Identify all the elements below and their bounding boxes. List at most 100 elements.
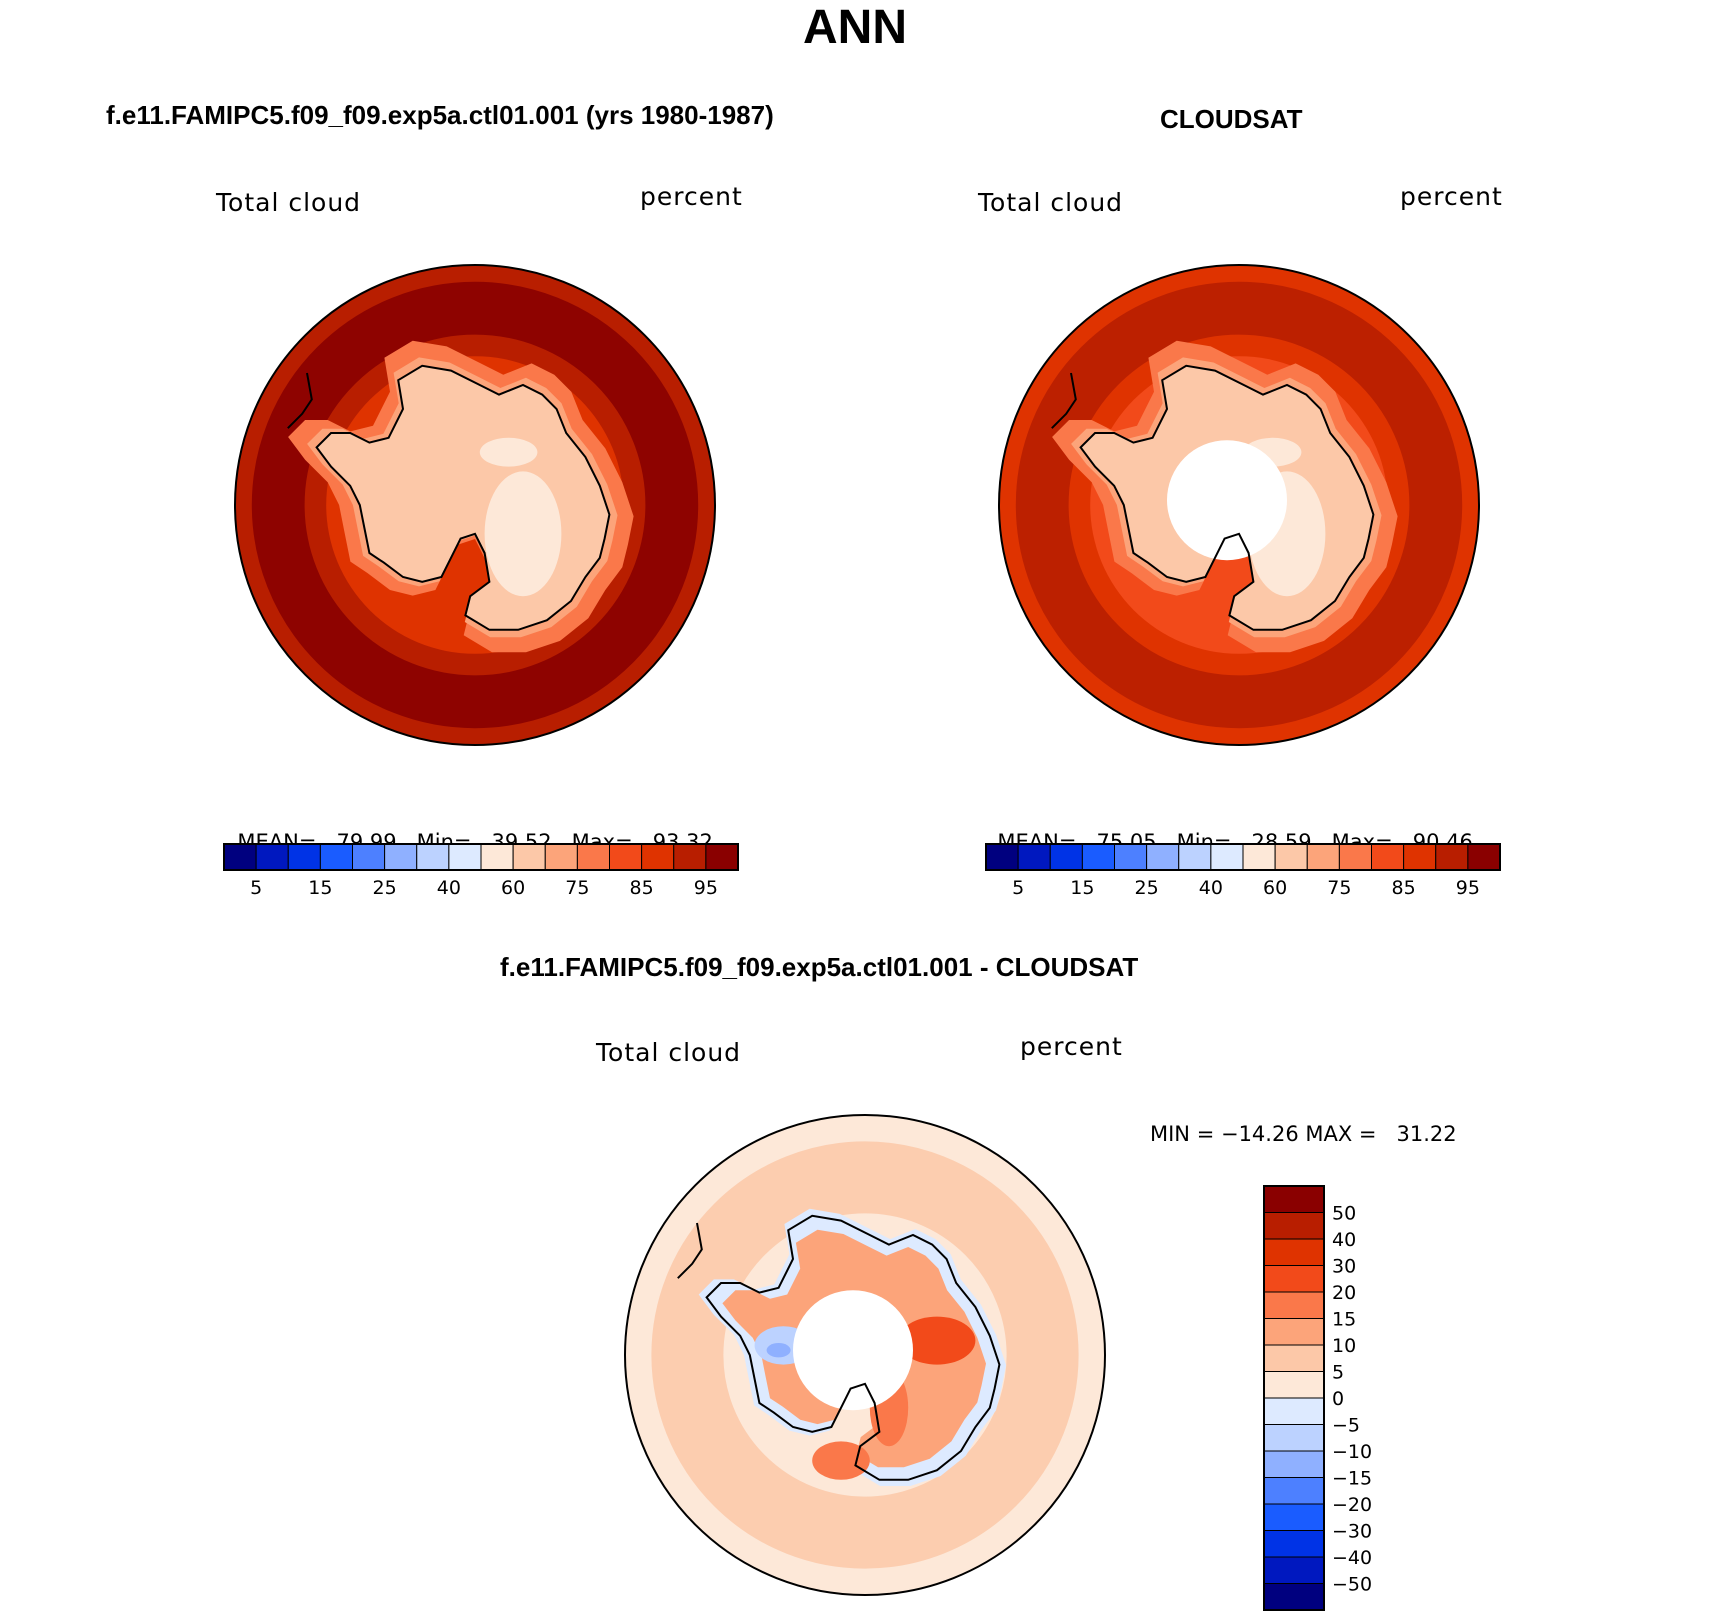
- colorbar-swatch: [1263, 1477, 1325, 1505]
- colorbar-tick-label: 40: [437, 877, 461, 899]
- colorbar-tick-label: 75: [565, 877, 589, 899]
- colorbar-swatch: [1114, 843, 1148, 871]
- missing-data-pole: [1167, 440, 1287, 561]
- colorbar-swatch: [1263, 1583, 1325, 1611]
- map-field: [235, 265, 715, 745]
- map-field: [625, 1115, 1105, 1595]
- storm-track-band: [251, 281, 699, 729]
- colorbar-swatch: [576, 843, 610, 871]
- map-diff: [624, 1114, 1106, 1596]
- colorbar-swatch: [1403, 843, 1437, 871]
- colorbar-tick-label: 0: [1332, 1388, 1344, 1410]
- colorbar-tick-label: −40: [1332, 1547, 1372, 1569]
- colorbar-swatch: [448, 843, 482, 871]
- panel-diff-header: f.e11.FAMIPC5.f09_f09.exp5a.ctl01.001 - …: [500, 952, 1139, 982]
- colorbar-swatch: [1017, 843, 1051, 871]
- colorbar-tick-label: 5: [1012, 877, 1024, 899]
- colorbar-swatch: [1081, 843, 1115, 871]
- colorbar-swatch: [255, 843, 289, 871]
- colorbar-swatch: [1263, 1265, 1325, 1293]
- colorbar-swatch: [1263, 1344, 1325, 1372]
- colorbar-frame: [985, 843, 1501, 871]
- panel-diff-units: percent: [1020, 1032, 1123, 1061]
- map-boundary: [998, 264, 1480, 746]
- colorbar-tick-label: 50: [1332, 1203, 1356, 1225]
- colorbar-tick-label: 95: [694, 877, 718, 899]
- map-obs: [998, 264, 1480, 746]
- colorbar-tick-label: 40: [1199, 877, 1223, 899]
- panel-obs-units: percent: [1400, 182, 1503, 211]
- colorbar-tick-label: −50: [1332, 1574, 1372, 1596]
- colorbar-swatch: [1263, 1450, 1325, 1478]
- coastline: [705, 1214, 1001, 1481]
- colorbar-tick-label: 25: [373, 877, 397, 899]
- coastline: [315, 364, 611, 631]
- colorbar-swatch: [1178, 843, 1212, 871]
- colorbar-swatch: [1435, 843, 1469, 871]
- colorbar-swatch: [1306, 843, 1340, 871]
- low-cloud-region: [484, 471, 562, 597]
- colorbar-tick-label: 5: [250, 877, 262, 899]
- colorbar-tick-label: −30: [1332, 1521, 1372, 1543]
- colorbar-swatch: [1263, 1371, 1325, 1399]
- low-cloud-region: [479, 437, 538, 467]
- colorbar-swatch: [480, 843, 514, 871]
- colorbar-swatch: [641, 843, 675, 871]
- missing-data-pole: [793, 1290, 913, 1411]
- colorbar-tick-label: 60: [1263, 877, 1287, 899]
- colorbar-tick-label: 95: [1456, 877, 1480, 899]
- colorbar-swatch: [705, 843, 739, 871]
- colorbar-tick-label: 15: [1332, 1309, 1356, 1331]
- diff-positive-anomaly: [898, 1316, 976, 1365]
- colorbar-tick-label: 60: [501, 877, 525, 899]
- colorbar-swatch: [1263, 1291, 1325, 1319]
- colorbar-tick-label: 10: [1332, 1335, 1356, 1357]
- panel-diff-stats: MIN = −14.26 MAX = 31.22: [1150, 1122, 1457, 1146]
- colorbar-tick-label: −20: [1332, 1494, 1372, 1516]
- colorbar-tick-label: −10: [1332, 1441, 1372, 1463]
- colorbar-tick-label: 75: [1327, 877, 1351, 899]
- colorbar-swatch: [1263, 1397, 1325, 1425]
- coastline: [1079, 364, 1375, 631]
- colorbar-frame: [223, 843, 739, 871]
- colorbar-tick-label: 25: [1135, 877, 1159, 899]
- colorbar-swatch: [1263, 1556, 1325, 1584]
- diff-negative-anomaly: [766, 1343, 791, 1358]
- panel-model-variable: Total cloud: [216, 188, 362, 217]
- panel-diff-variable: Total cloud: [596, 1038, 742, 1067]
- colorbar-tick-label: 85: [1392, 877, 1416, 899]
- colorbar-obs: 5 15 25 40 60 75 85 95: [985, 843, 1501, 899]
- panel-obs-header: CLOUDSAT: [1160, 104, 1303, 134]
- colorbar-swatch: [1210, 843, 1244, 871]
- colorbar-swatch: [384, 843, 418, 871]
- colorbar-tick-label: 15: [308, 877, 332, 899]
- colorbar-swatch: [1263, 1503, 1325, 1531]
- colorbar-swatch: [287, 843, 321, 871]
- storm-track-band: [1015, 281, 1463, 729]
- colorbar-swatch: [223, 843, 257, 871]
- colorbar-tick-label: 15: [1070, 877, 1094, 899]
- colorbar-tick-label: 85: [630, 877, 654, 899]
- figure-title: ANN: [803, 1, 907, 54]
- panel-obs-variable: Total cloud: [978, 188, 1124, 217]
- diff-positive-anomaly: [812, 1441, 870, 1480]
- colorbar-swatch: [1146, 843, 1180, 871]
- colorbar-tick-label: 20: [1332, 1282, 1356, 1304]
- colorbar-swatch: [609, 843, 643, 871]
- panel-model-units: percent: [640, 182, 743, 211]
- colorbar-swatch: [1263, 1318, 1325, 1346]
- coastline-south-america: [287, 372, 313, 429]
- panel-model-header: f.e11.FAMIPC5.f09_f09.exp5a.ctl01.001 (y…: [106, 100, 774, 130]
- colorbar-swatch: [1263, 1212, 1325, 1240]
- colorbar-tick-label: 40: [1332, 1229, 1356, 1251]
- colorbar-swatch: [1263, 1185, 1325, 1213]
- colorbar-swatch: [1263, 1424, 1325, 1452]
- colorbar-swatch: [985, 843, 1019, 871]
- colorbar-tick-label: −5: [1332, 1415, 1360, 1437]
- map-boundary: [624, 1114, 1106, 1596]
- coastline-south-america: [1051, 372, 1077, 429]
- colorbar-swatch: [319, 843, 353, 871]
- colorbar-swatch: [1338, 843, 1372, 871]
- colorbar-swatch: [1263, 1238, 1325, 1266]
